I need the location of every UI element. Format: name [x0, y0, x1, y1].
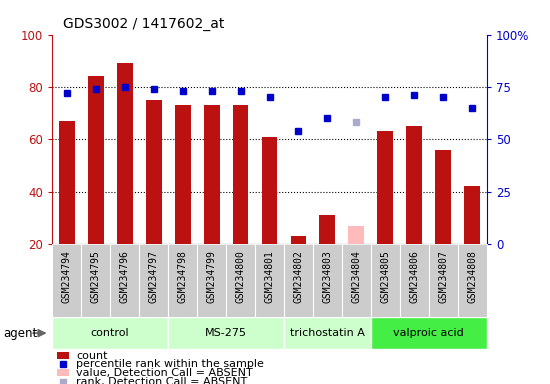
Text: GSM234805: GSM234805 — [381, 250, 390, 303]
Text: GSM234794: GSM234794 — [62, 250, 72, 303]
Text: GSM234796: GSM234796 — [120, 250, 130, 303]
Text: GDS3002 / 1417602_at: GDS3002 / 1417602_at — [63, 17, 224, 31]
Bar — [168, 317, 284, 349]
Text: GSM234808: GSM234808 — [468, 250, 477, 303]
Text: GSM234800: GSM234800 — [235, 250, 245, 303]
Bar — [88, 76, 103, 244]
Bar — [464, 186, 480, 244]
Bar — [377, 131, 393, 244]
Bar — [204, 105, 219, 244]
Text: GSM234798: GSM234798 — [178, 250, 188, 303]
Text: GSM234803: GSM234803 — [322, 250, 332, 303]
Text: GSM234806: GSM234806 — [409, 250, 419, 303]
Bar — [320, 215, 335, 244]
Text: GSM234802: GSM234802 — [294, 250, 304, 303]
Bar — [406, 126, 422, 244]
Bar — [290, 236, 306, 244]
Bar — [117, 63, 133, 244]
Bar — [59, 121, 75, 244]
Text: value, Detection Call = ABSENT: value, Detection Call = ABSENT — [76, 368, 253, 378]
Text: GSM234797: GSM234797 — [148, 250, 158, 303]
Text: GSM234807: GSM234807 — [438, 250, 448, 303]
Bar — [262, 137, 277, 244]
Text: control: control — [91, 328, 129, 338]
Bar — [349, 225, 364, 244]
Text: trichostatin A: trichostatin A — [290, 328, 365, 338]
Bar — [371, 317, 487, 349]
Text: GSM234799: GSM234799 — [207, 250, 217, 303]
Bar — [57, 351, 69, 359]
Text: GSM234795: GSM234795 — [91, 250, 101, 303]
Text: count: count — [76, 351, 108, 361]
Text: rank, Detection Call = ABSENT: rank, Detection Call = ABSENT — [76, 377, 248, 384]
Bar — [52, 317, 168, 349]
Bar — [146, 100, 162, 244]
Bar — [175, 105, 190, 244]
Text: agent: agent — [3, 327, 37, 339]
Bar — [284, 317, 371, 349]
Text: MS-275: MS-275 — [205, 328, 247, 338]
Text: percentile rank within the sample: percentile rank within the sample — [76, 359, 264, 369]
Text: GSM234804: GSM234804 — [351, 250, 361, 303]
Bar — [233, 105, 249, 244]
Bar — [57, 369, 69, 376]
Text: GSM234801: GSM234801 — [265, 250, 274, 303]
Bar — [436, 150, 451, 244]
Text: valproic acid: valproic acid — [393, 328, 464, 338]
